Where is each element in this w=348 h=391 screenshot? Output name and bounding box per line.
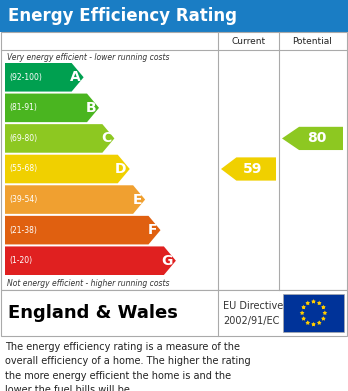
Polygon shape (317, 320, 322, 325)
Text: (92-100): (92-100) (9, 73, 42, 82)
Text: The energy efficiency rating is a measure of the
overall efficiency of a home. T: The energy efficiency rating is a measur… (5, 342, 251, 391)
Polygon shape (301, 316, 306, 321)
Text: 80: 80 (307, 131, 326, 145)
Bar (1, 32, 347, 290)
Polygon shape (323, 310, 327, 315)
Polygon shape (5, 93, 99, 122)
Bar (283, 294, 344, 332)
Polygon shape (306, 320, 310, 325)
Text: D: D (115, 162, 127, 176)
Polygon shape (5, 155, 130, 183)
Text: G: G (161, 254, 173, 268)
Text: Energy Efficiency Rating: Energy Efficiency Rating (8, 7, 237, 25)
Text: (39-54): (39-54) (9, 195, 37, 204)
Polygon shape (321, 305, 326, 309)
Bar (0, 0, 348, 32)
Text: 2002/91/EC: 2002/91/EC (223, 316, 279, 326)
Text: Potential: Potential (293, 36, 332, 45)
Text: E: E (133, 193, 142, 206)
Polygon shape (311, 299, 316, 304)
Text: EU Directive: EU Directive (223, 301, 283, 311)
Text: (69-80): (69-80) (9, 134, 37, 143)
Polygon shape (282, 127, 343, 150)
Polygon shape (5, 185, 145, 214)
Text: 59: 59 (243, 162, 262, 176)
Text: (1-20): (1-20) (9, 256, 32, 265)
Bar (1, 290, 347, 336)
Text: (81-91): (81-91) (9, 103, 37, 112)
Text: A: A (70, 70, 81, 84)
Text: C: C (101, 131, 111, 145)
Text: England & Wales: England & Wales (8, 304, 178, 322)
Text: F: F (148, 223, 158, 237)
Polygon shape (300, 310, 304, 315)
Polygon shape (317, 301, 322, 305)
Polygon shape (221, 158, 276, 181)
Text: Very energy efficient - lower running costs: Very energy efficient - lower running co… (7, 52, 169, 61)
Polygon shape (321, 316, 326, 321)
Polygon shape (5, 246, 176, 275)
Text: (21-38): (21-38) (9, 226, 37, 235)
Text: B: B (85, 101, 96, 115)
Polygon shape (5, 63, 84, 91)
Text: (55-68): (55-68) (9, 165, 37, 174)
Polygon shape (301, 305, 306, 309)
Polygon shape (5, 124, 114, 153)
Polygon shape (306, 301, 310, 305)
Text: Current: Current (231, 36, 266, 45)
Text: Not energy efficient - higher running costs: Not energy efficient - higher running co… (7, 278, 169, 287)
Polygon shape (5, 216, 160, 244)
Polygon shape (311, 322, 316, 326)
